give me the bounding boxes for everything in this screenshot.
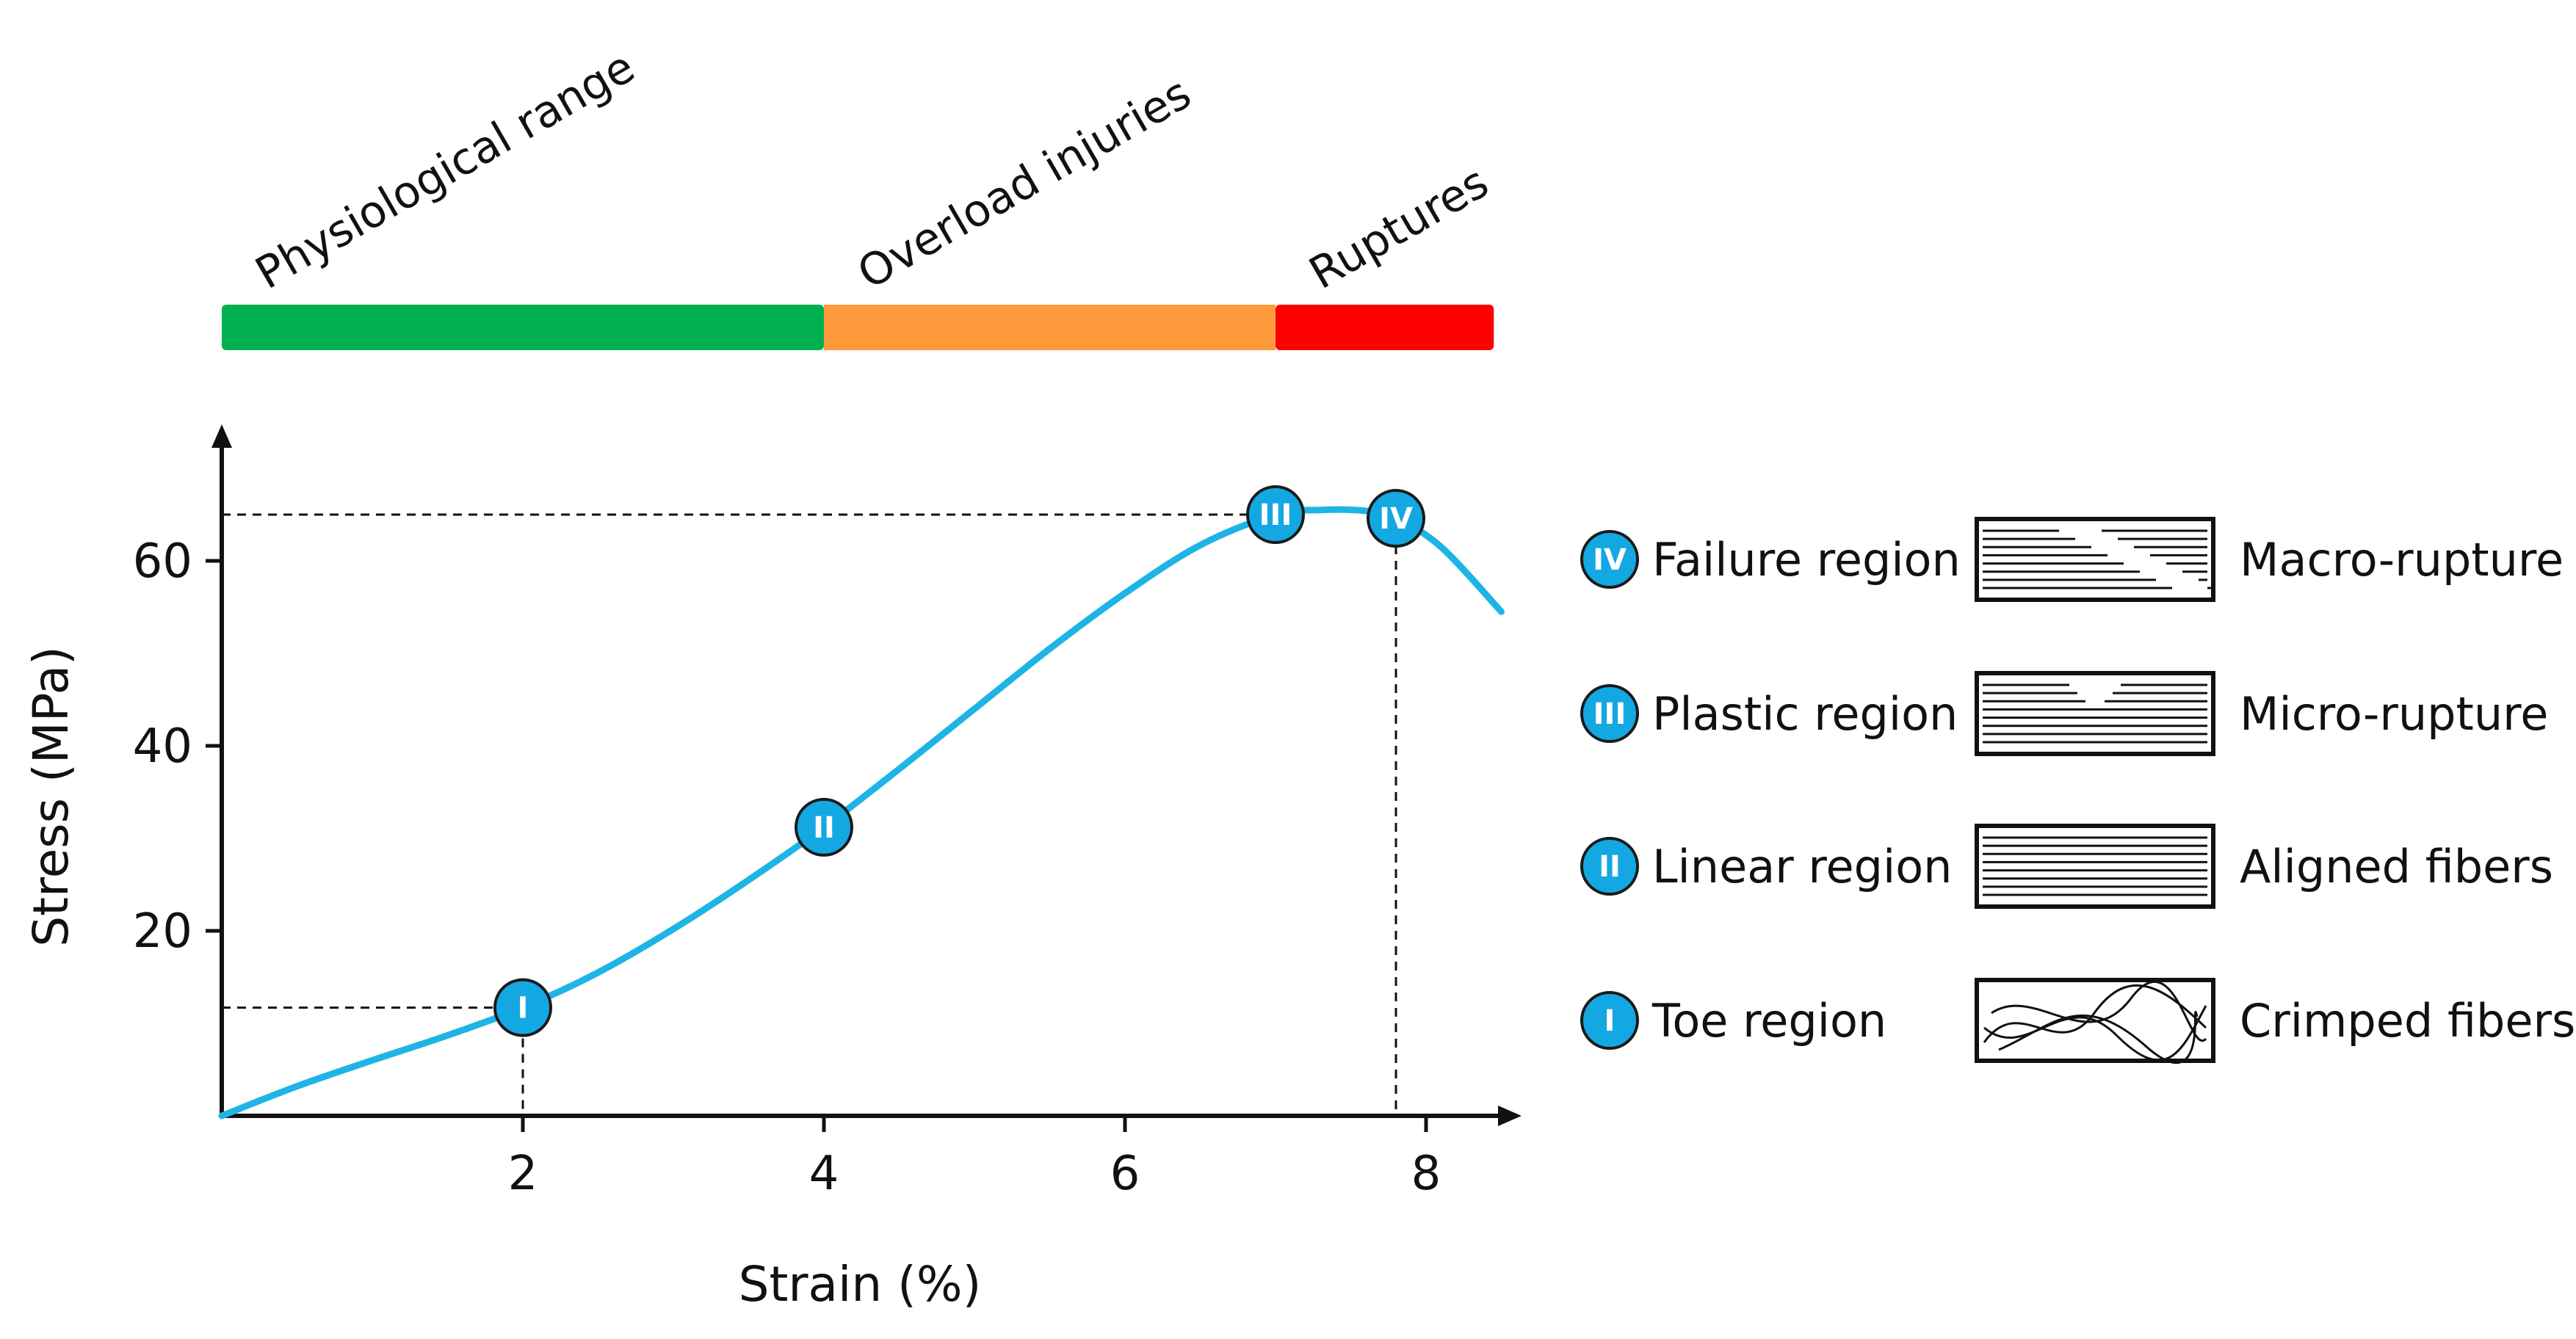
fiber-diagram-frame [1975, 671, 2215, 756]
marker-label: I [518, 992, 529, 1026]
marker-circle [795, 797, 853, 857]
crimped-fiber [1983, 1005, 2207, 1062]
marker-label: II [1599, 850, 1621, 884]
marker-label: III [1593, 697, 1627, 731]
range-segment-overload-injuries [824, 305, 1276, 350]
axes: 2 4 6 8 20 40 60 Strain (%) Stress (MPa) [23, 424, 1522, 1313]
range-label: Ruptures [1301, 156, 1497, 300]
y-tick-label: 60 [133, 534, 192, 589]
x-tick-label: 2 [508, 1147, 538, 1201]
marker-circle [1580, 991, 1639, 1050]
legend-marker: III [1580, 684, 1639, 743]
range-label: Overload injuries [850, 68, 1200, 300]
fiber-diagram-crimped [1975, 978, 2215, 1064]
legend-region-label: Toe region [1651, 994, 1886, 1048]
x-tick-label: 6 [1110, 1147, 1140, 1201]
legend-region-label: Plastic region [1652, 687, 1958, 741]
marker-label: IV [1379, 502, 1413, 536]
crimped-fiber [1998, 1011, 2199, 1064]
marker-III: III [1246, 485, 1305, 544]
legend-fiber-label: Micro-rupture [2240, 687, 2548, 741]
legend-region-label: Linear region [1652, 840, 1952, 893]
marker-II: II [795, 797, 853, 857]
legend-row-aligned: II Linear region Aligned fibers [1580, 824, 2553, 909]
x-tick-label: 4 [809, 1147, 839, 1201]
fiber-diagram-frame [1975, 517, 2215, 602]
marker-circle [1246, 485, 1305, 544]
crimped-fiber [1991, 981, 2207, 1042]
legend-row-macro-rupture: IV Failure region Macro-rupture [1580, 517, 2564, 602]
legend-marker: IV [1580, 530, 1639, 589]
y-tick-label: 20 [133, 904, 192, 959]
x-axis-title: Strain (%) [739, 1256, 982, 1313]
marker-label: III [1259, 498, 1292, 532]
stress-strain-curve [218, 506, 1505, 1120]
marker-circle [1580, 530, 1639, 589]
marker-circle [493, 978, 552, 1037]
range-segment-ruptures [1276, 305, 1494, 350]
marker-I: I [493, 978, 552, 1037]
range-label: Physiological range [247, 41, 643, 300]
legend-fiber-label: Aligned fibers [2240, 840, 2553, 893]
marker-circle [1580, 684, 1639, 743]
range-bar: Physiological range Overload injuries Rupt… [222, 41, 1497, 350]
x-tick-label: 8 [1411, 1147, 1441, 1201]
fiber-diagram-frame [1975, 824, 2215, 909]
marker-circle [1580, 837, 1639, 896]
y-axis-arrowhead [211, 424, 232, 448]
legend-row-crimped: I Toe region Crimped fibers [1580, 978, 2575, 1064]
x-axis-arrowhead [1498, 1106, 1522, 1126]
fiber-diagram-frame [1975, 978, 2215, 1063]
legend-fiber-label: Crimped fibers [2240, 994, 2575, 1048]
marker-IV: IV [1367, 489, 1425, 548]
legend-row-micro-rupture: III Plastic region Micro-rupture [1580, 671, 2548, 756]
fiber-diagram-micro-rupture [1975, 671, 2215, 756]
curve-layer [218, 506, 1505, 1120]
legend-marker: II [1580, 837, 1639, 896]
marker-circle [1367, 489, 1425, 548]
legend-marker: I [1580, 991, 1639, 1050]
marker-label: II [813, 811, 835, 845]
marker-label: I [1604, 1004, 1616, 1038]
crimped-fiber [1983, 984, 2207, 1043]
y-tick-label: 40 [133, 719, 192, 774]
legend-fiber-label: Macro-rupture [2240, 533, 2564, 587]
fiber-diagram-aligned [1975, 824, 2215, 909]
fiber-diagram-macro-rupture [1975, 517, 2215, 602]
legend-region-label: Failure region [1652, 533, 1961, 587]
range-segment-physiological-range [222, 305, 824, 350]
marker-label: IV [1593, 543, 1627, 577]
y-axis-title: Stress (MPa) [23, 646, 79, 947]
